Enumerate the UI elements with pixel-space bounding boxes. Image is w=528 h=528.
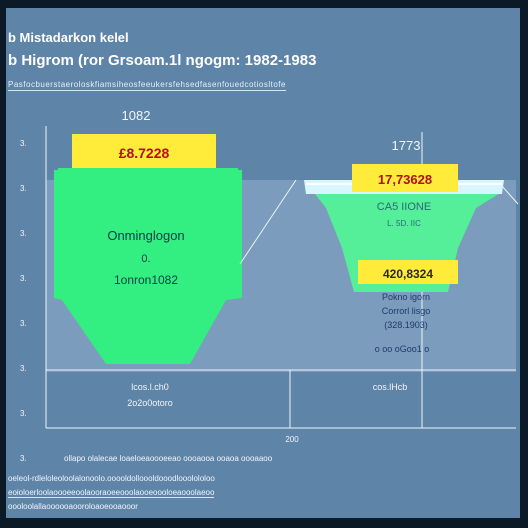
inner-sub2-a: 1onron1082	[114, 273, 178, 287]
chart-subtitle: Pasfocbuerstaeroloskfiamsiheosfeeukersfe…	[8, 80, 286, 91]
chart-supertitle: b Mistadarkon kelel	[8, 30, 129, 45]
mid-sub-b: L. 5D. IIC	[387, 219, 421, 228]
footnote-3: eoioloerloolaoooeeoolaooraoeeooolaooeooo…	[8, 488, 215, 498]
note-b: Corrorl lisgo	[382, 306, 431, 316]
value-box-a	[72, 134, 216, 168]
value-b: 17,73628	[378, 172, 432, 187]
note-b: (328.1903)	[384, 320, 428, 330]
chart-panel: b Mistadarkon kelel b Higrom (ror Grsoam…	[6, 8, 520, 518]
y-tick-label: 3.	[20, 364, 27, 373]
connector-line-right	[501, 185, 519, 205]
connector-line-left	[239, 179, 297, 265]
bottom-value-box-b	[358, 260, 458, 284]
mid-label-b: CA5 IIONE	[377, 201, 431, 213]
y-tick-label: 3.	[20, 184, 27, 193]
note-tail-b: o oo oGoo1 o	[375, 344, 430, 354]
funnel-chart: 3. 3. 3. 3. 3. 3. 3. 3. 200 1082 £8.7228 Onminglogo…	[20, 108, 519, 463]
chart-title: b Higrom (ror Grsoam.1l ngogm: 1982-1983	[8, 52, 317, 69]
y-tick-label: 3.	[20, 409, 27, 418]
inner-sub1-a: 0.	[141, 253, 150, 265]
y-tick-label: 3.	[20, 319, 27, 328]
bottom-value-b: 420,8324	[383, 267, 433, 281]
footnote-2: oeleol-rdleloleoloolalonoolo.ooooldolloo…	[8, 474, 215, 483]
below-label-a-1: lcos.l.ch0	[131, 382, 169, 392]
value-a: £8.7228	[119, 145, 170, 161]
inner-label-a: Onminglogon	[107, 228, 184, 243]
value-box-b	[352, 164, 458, 192]
footnote-4: oooloolallaoooooaooroloaoeooaooor	[8, 502, 138, 511]
below-label-b-1: cos.lHcb	[373, 382, 408, 392]
series-label-a: 1082	[122, 108, 151, 123]
footnote-1: ollapo olalecae loaeloeaoooeeao oooaooa …	[64, 454, 273, 463]
note-b: Pokno igorn	[382, 292, 430, 302]
y-tick-label: 3.	[20, 229, 27, 238]
y-tick-label: 3.	[20, 139, 27, 148]
x-axis-label: 200	[285, 435, 299, 444]
below-label-a-2: 2o2o0otoro	[127, 398, 173, 408]
funnel-a-body	[54, 170, 242, 364]
series-label-b: 1773	[392, 138, 421, 153]
y-tick-label: 3.	[20, 454, 27, 463]
y-tick-label: 3.	[20, 274, 27, 283]
